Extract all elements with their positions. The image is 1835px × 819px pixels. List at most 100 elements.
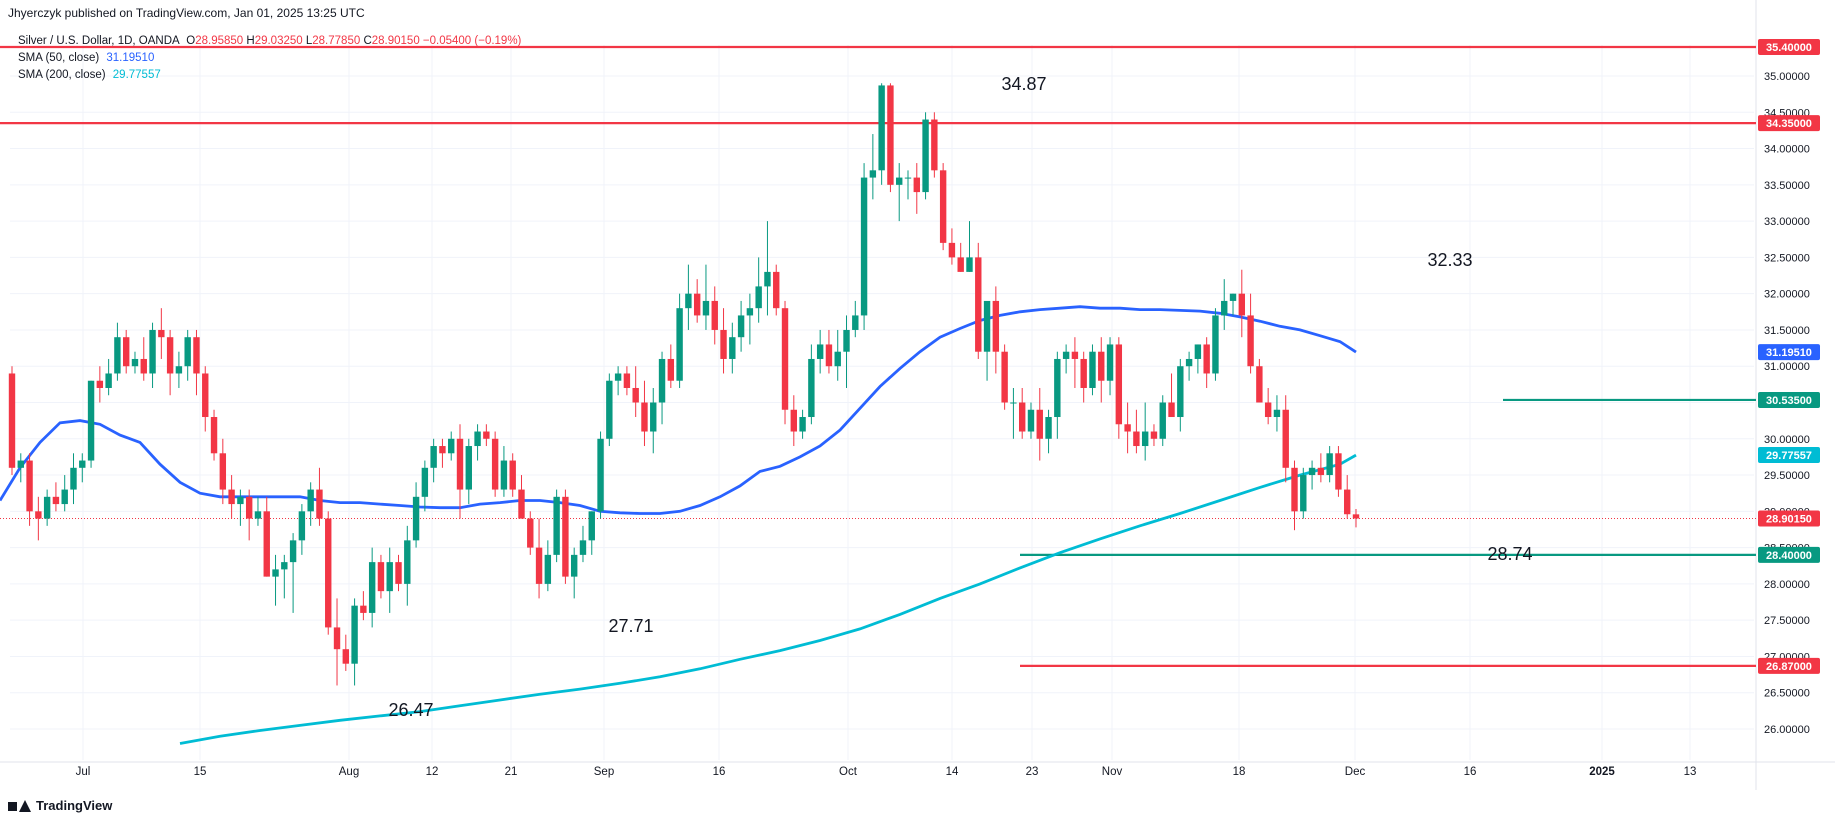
candle-down (939, 163, 947, 251)
candle-body (79, 460, 86, 468)
candle-down (158, 308, 165, 359)
candle-up (1221, 279, 1228, 330)
candle-body (729, 337, 736, 359)
candle-body (904, 177, 912, 179)
candle-body (122, 337, 130, 367)
candle-body (456, 438, 464, 490)
candle-up (474, 424, 481, 461)
candle-down (773, 264, 780, 316)
sma50-legend[interactable]: SMA (50, close) 31.19510 (18, 52, 154, 64)
candle-up (597, 431, 604, 519)
candle-up (579, 525, 587, 563)
candle-up (61, 475, 68, 512)
price-tag-30.53500: 30.53500 (1758, 391, 1820, 408)
candle-up (658, 351, 666, 425)
candle-up (1212, 308, 1219, 381)
grid (0, 0, 1835, 790)
candle-body (158, 329, 165, 338)
candle-body (650, 402, 657, 432)
candle-body (1256, 366, 1263, 403)
candle-up (588, 511, 595, 555)
candle-body (166, 337, 174, 374)
high-label: H (246, 35, 255, 47)
candle-up (904, 170, 912, 200)
candle-body (878, 85, 885, 171)
candle-body (658, 358, 666, 403)
candle-down (8, 366, 16, 476)
price-tag-label: 34.35000 (1766, 118, 1812, 130)
candle-body (281, 562, 288, 570)
candle-up (114, 322, 121, 381)
candle-body (1238, 293, 1246, 316)
price-tag-bg (1758, 344, 1820, 361)
candle-body (816, 344, 824, 359)
candle-up (1308, 460, 1316, 490)
candle-body (518, 489, 525, 519)
price-tag-bg (1758, 447, 1820, 464)
annotation-32.33: 32.33 (1427, 250, 1472, 270)
tradingview-brand[interactable]: TradingView (8, 798, 112, 813)
candle-down (693, 279, 701, 323)
candle-down (166, 329, 174, 396)
candle-down (1080, 351, 1087, 403)
tradingview-logo-icon (8, 799, 31, 812)
candle-body (193, 337, 200, 374)
candle-down (1124, 402, 1131, 454)
close-label: C (363, 35, 372, 47)
candle-up (1194, 344, 1202, 374)
x-tick-label: Sep (594, 766, 614, 778)
candle-body (790, 409, 798, 432)
horizontal-levels (0, 45, 1756, 667)
candle-body (8, 373, 16, 468)
candle-down (360, 591, 367, 621)
candle-up (70, 453, 77, 505)
candle-up (1045, 409, 1052, 454)
candle-up (570, 547, 578, 599)
candle-body (26, 460, 33, 512)
candle-down (1001, 344, 1008, 410)
candle-body (1273, 409, 1281, 418)
x-tick-label: 14 (946, 766, 959, 778)
candle-body (1264, 402, 1272, 418)
candle-body (1229, 293, 1237, 301)
price-tag-label: 30.53500 (1766, 395, 1812, 407)
x-tick-label: Oct (839, 766, 858, 778)
candle-body (325, 518, 332, 628)
candle-down (948, 228, 956, 265)
candle-body (702, 300, 710, 316)
candle-body (61, 489, 68, 505)
candle-up (702, 264, 710, 330)
candle-body (957, 257, 964, 272)
candle-down (1168, 373, 1175, 418)
candle-down (1115, 337, 1123, 439)
candle-down (913, 163, 920, 214)
candle-up (1177, 358, 1184, 432)
price-tag-label: 29.77557 (1766, 450, 1812, 462)
candle-body (289, 540, 297, 563)
annotation-34.87: 34.87 (1001, 74, 1046, 94)
sma200-legend[interactable]: SMA (200, close) 29.77557 (18, 69, 161, 81)
candle-body (623, 373, 631, 388)
candle-body (96, 380, 104, 388)
candle-down (562, 489, 569, 584)
brand-label: TradingView (36, 798, 113, 813)
candle-body (693, 293, 701, 316)
candle-body (1027, 409, 1035, 432)
x-tick-label: Aug (339, 766, 359, 778)
candle-body (1141, 431, 1149, 447)
candle-down (483, 424, 490, 447)
candle-up (1062, 344, 1070, 374)
candle-down (790, 395, 798, 447)
candle-body (474, 431, 481, 447)
open-label: O (186, 35, 196, 47)
candle-body (131, 358, 139, 367)
candle-body (544, 554, 552, 584)
candle-body (43, 496, 51, 519)
candle-body (1247, 315, 1254, 367)
candle-down (439, 438, 446, 468)
candle-up (764, 221, 771, 316)
candle-body (1036, 409, 1043, 439)
moving-averages (0, 305, 1357, 745)
y-tick-label: 29.50000 (1764, 470, 1810, 482)
